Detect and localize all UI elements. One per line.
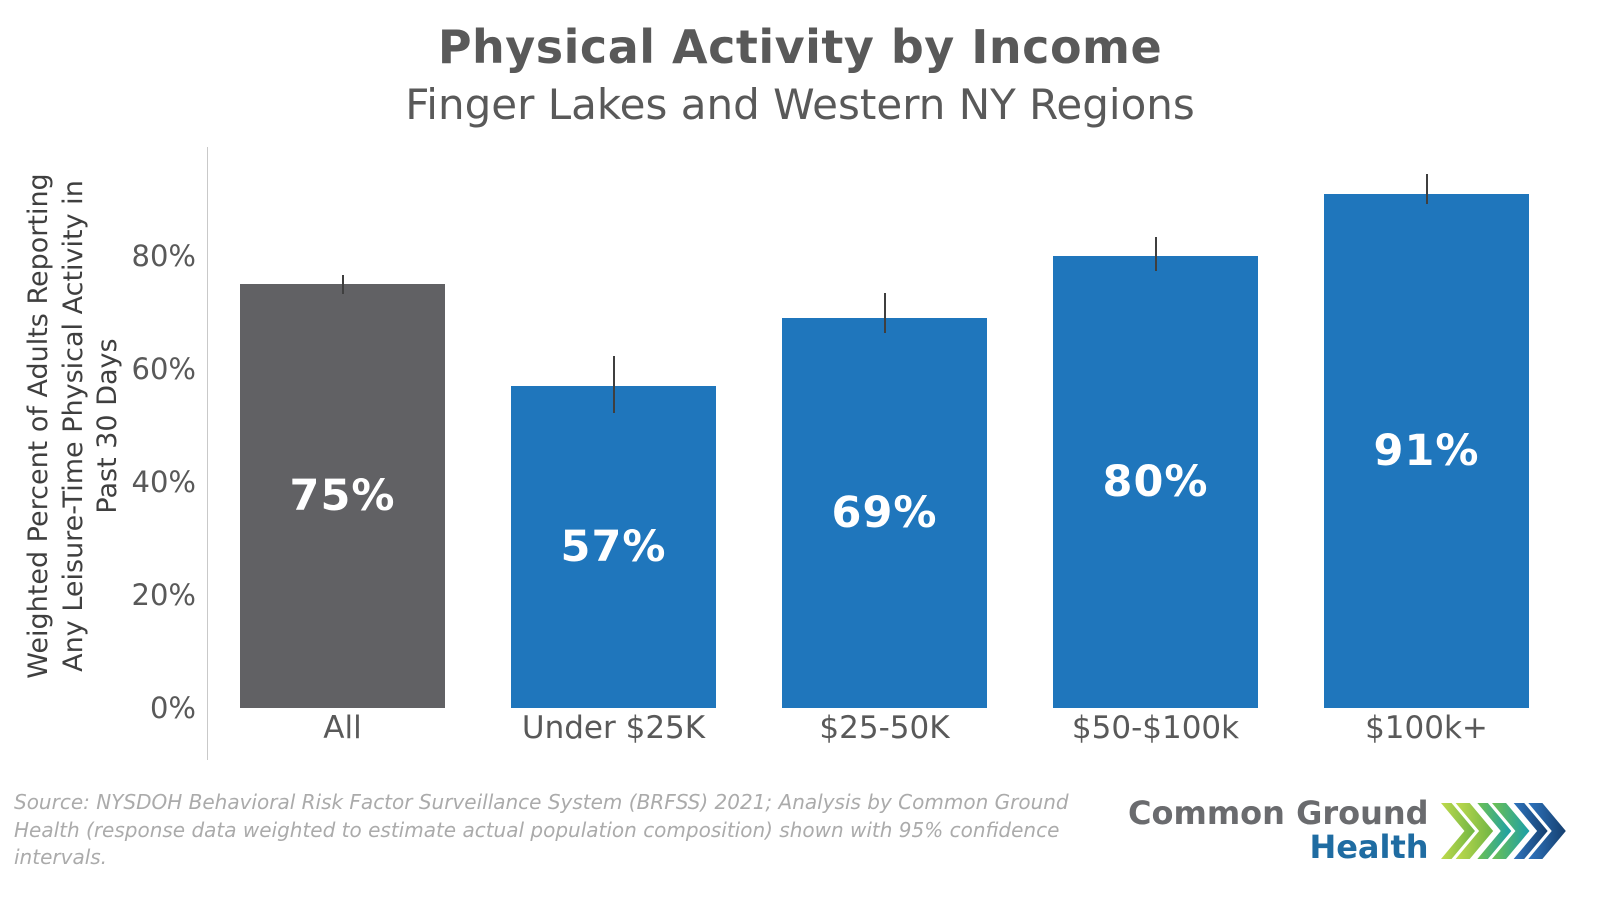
chart-subtitle: Finger Lakes and Western NY Regions (405, 80, 1195, 129)
bar-value-label: 57% (560, 521, 667, 572)
chevron-arrow-blue (1513, 802, 1566, 859)
chevron-shape (1527, 802, 1566, 859)
bar-100k (1324, 193, 1529, 708)
bar-under-25k (511, 385, 716, 708)
error-bar (612, 356, 615, 414)
bar-value-label: 91% (1373, 425, 1480, 476)
y-tick-label: 20% (131, 578, 196, 612)
y-axis-title-line: Past 30 Days (92, 338, 124, 514)
logo-chevrons-icon (1440, 802, 1566, 859)
y-tick-label: 0% (149, 691, 196, 725)
error-bar (883, 293, 886, 334)
x-category-label: $50-$100k (1071, 710, 1240, 746)
y-axis-title-line: Any Leisure-Time Physical Activity in (57, 180, 89, 672)
y-axis-title: Weighted Percent of Adults Reporting Any… (22, 116, 126, 736)
x-category-label: $25-50K (819, 710, 950, 746)
x-category-label: Under $25K (521, 710, 706, 746)
common-ground-health-logo: Common Ground Health (1128, 794, 1567, 866)
error-bar (1154, 236, 1157, 271)
chevron-shape (1476, 802, 1511, 859)
error-bar (1425, 174, 1428, 205)
x-category-label: All (323, 710, 362, 746)
bar-value-label: 75% (289, 471, 396, 522)
chevron-shape (1440, 802, 1475, 859)
bar-all (240, 284, 445, 708)
bar-value-label: 69% (831, 488, 938, 539)
chevron-arrow-teal (1476, 802, 1530, 859)
x-category-label: $100k+ (1365, 710, 1488, 746)
source-note: Source: NYSDOH Behavioral Risk Factor Su… (14, 790, 1069, 870)
y-tick-label: 80% (131, 239, 196, 274)
chevron-arrow-green (1440, 802, 1493, 859)
chart-title: Physical Activity by Income (437, 20, 1163, 74)
y-tick-label: 60% (131, 352, 196, 387)
chevron-shape (1491, 802, 1530, 859)
chevron-shape (1513, 802, 1548, 859)
error-bar (341, 274, 344, 294)
y-tick-label: 40% (131, 465, 196, 500)
bar-50-100k (1053, 256, 1258, 708)
bar-value-label: 80% (1102, 457, 1209, 508)
y-axis-line (207, 147, 208, 760)
bar-25-50k (782, 318, 987, 708)
logo-line2: Health (1309, 827, 1429, 866)
logo-line1: Common Ground (1128, 794, 1429, 832)
y-axis-title-line: Weighted Percent of Adults Reporting (23, 173, 55, 679)
logo-text: Common Ground Health (1128, 794, 1429, 866)
chevron-shape (1455, 802, 1493, 859)
